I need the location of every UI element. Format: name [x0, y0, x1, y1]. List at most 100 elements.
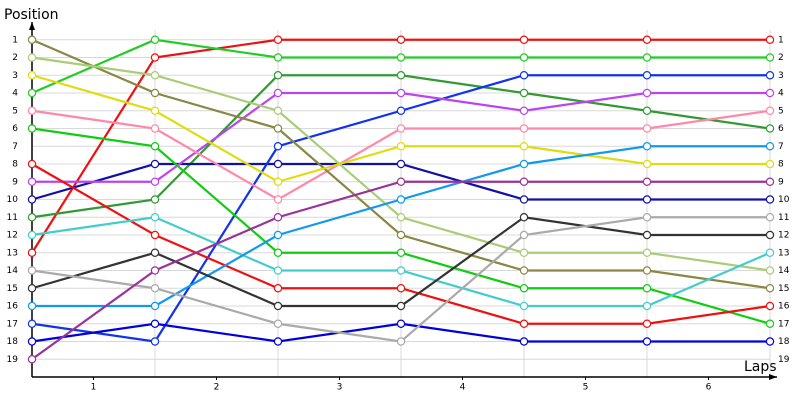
y-tick-label: 8: [12, 160, 18, 170]
marker: [27, 53, 37, 62]
y-axis-label: Position: [4, 7, 59, 23]
marker: [519, 35, 529, 44]
marker: [27, 195, 37, 204]
marker: [396, 284, 406, 293]
y-tick-label-right: 3: [778, 71, 784, 81]
marker: [765, 266, 775, 275]
marker: [273, 248, 283, 257]
marker: [27, 124, 37, 133]
marker: [396, 337, 406, 346]
marker: [642, 248, 652, 257]
marker: [519, 88, 529, 98]
marker: [27, 71, 37, 80]
marker: [273, 337, 283, 346]
marker: [150, 88, 160, 98]
marker: [273, 88, 283, 98]
marker: [519, 284, 529, 293]
marker: [396, 248, 406, 257]
marker: [27, 284, 37, 293]
marker: [642, 35, 652, 44]
marker: [150, 124, 160, 133]
marker: [150, 195, 160, 204]
marker: [642, 88, 652, 98]
y-tick-label-right: 9: [778, 177, 784, 187]
marker: [765, 71, 775, 80]
marker: [396, 266, 406, 275]
y-tick-label: 6: [12, 124, 18, 134]
marker: [273, 177, 283, 186]
marker: [519, 177, 529, 186]
y-tick-label: 18: [7, 337, 19, 347]
marker: [150, 213, 160, 222]
marker: [150, 230, 160, 240]
y-tick-label: 19: [7, 355, 19, 365]
marker: [765, 284, 775, 293]
marker: [27, 213, 37, 222]
y-tick-label: 10: [7, 195, 19, 205]
marker: [273, 124, 283, 133]
marker: [27, 230, 37, 240]
marker: [519, 266, 529, 275]
y-tick-label-right: 10: [778, 195, 790, 205]
marker: [150, 142, 160, 151]
marker: [519, 319, 529, 328]
marker: [273, 53, 283, 62]
marker: [642, 319, 652, 328]
marker: [765, 213, 775, 222]
marker: [765, 248, 775, 257]
x-tick-label: 5: [583, 383, 589, 393]
marker: [273, 71, 283, 80]
marker: [27, 35, 37, 44]
y-tick-label-right: 18: [778, 337, 790, 347]
marker: [642, 301, 652, 311]
marker: [396, 213, 406, 222]
marker: [642, 142, 652, 151]
marker: [150, 35, 160, 44]
marker: [273, 284, 283, 293]
y-tick-label-right: 12: [778, 231, 789, 241]
y-tick-label-right: 5: [778, 106, 784, 116]
marker: [765, 319, 775, 328]
y-tick-label-right: 1: [778, 35, 784, 45]
marker: [765, 88, 775, 98]
marker: [273, 213, 283, 222]
marker: [765, 177, 775, 186]
y-tick-label: 5: [12, 106, 18, 116]
marker: [642, 213, 652, 222]
marker: [150, 71, 160, 80]
marker: [27, 266, 37, 275]
marker: [519, 213, 529, 222]
x-tick-label: 1: [91, 383, 97, 393]
marker: [765, 106, 775, 115]
y-tick-label: 12: [7, 231, 18, 241]
marker: [765, 159, 775, 169]
marker: [642, 106, 652, 115]
marker: [765, 230, 775, 240]
y-tick-label: 2: [12, 53, 18, 63]
marker: [150, 301, 160, 311]
x-tick-label: 6: [706, 383, 712, 393]
marker: [519, 159, 529, 169]
marker: [27, 177, 37, 186]
marker: [396, 301, 406, 311]
marker: [273, 106, 283, 115]
y-tick-label-right: 15: [778, 284, 789, 294]
marker: [150, 284, 160, 293]
marker: [642, 337, 652, 346]
marker: [273, 230, 283, 240]
marker: [27, 355, 37, 364]
marker: [765, 124, 775, 133]
marker: [642, 124, 652, 133]
marker: [519, 53, 529, 62]
marker: [27, 337, 37, 346]
marker: [273, 195, 283, 204]
marker: [273, 142, 283, 151]
y-tick-label: 17: [7, 319, 18, 329]
marker: [765, 301, 775, 311]
marker: [519, 142, 529, 151]
marker: [519, 230, 529, 240]
marker: [150, 248, 160, 257]
marker: [273, 266, 283, 275]
marker: [150, 337, 160, 346]
marker: [396, 35, 406, 44]
